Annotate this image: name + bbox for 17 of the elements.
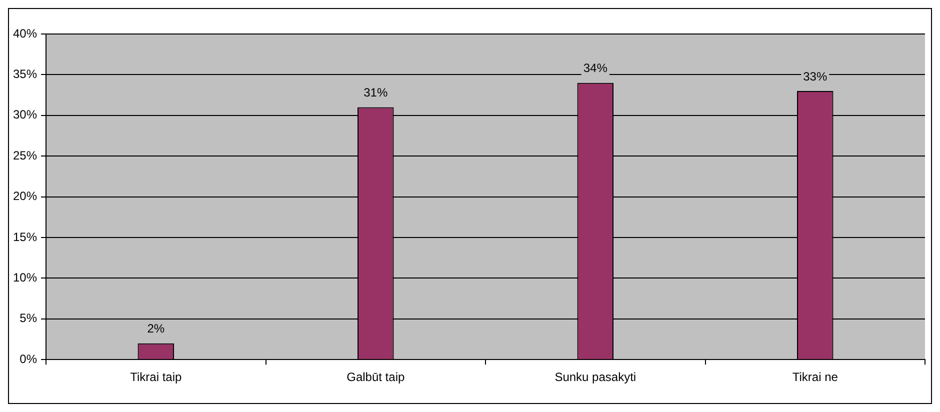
data-label: 31% (364, 86, 388, 100)
x-tick-label: Tikrai ne (792, 370, 838, 384)
y-tick-label: 30% (12, 108, 38, 122)
y-tick-label: 15% (12, 230, 38, 244)
x-tick-label: Galbūt taip (346, 370, 405, 384)
data-label: 33% (803, 69, 828, 84)
y-tick-label: 40% (12, 26, 38, 40)
y-tick-label: 35% (12, 67, 38, 82)
y-tick-label: 25% (12, 148, 38, 162)
data-label: 34% (583, 61, 608, 76)
y-tick-label: 20% (12, 189, 38, 204)
x-tick-label: Tikrai taip (130, 370, 182, 384)
y-tick-label: 0% (20, 352, 38, 366)
data-label: 2% (147, 322, 165, 336)
y-tick-label: 5% (20, 311, 38, 326)
x-tick-label: Sunku pasakyti (554, 370, 636, 384)
y-tick-label: 10% (12, 270, 38, 285)
